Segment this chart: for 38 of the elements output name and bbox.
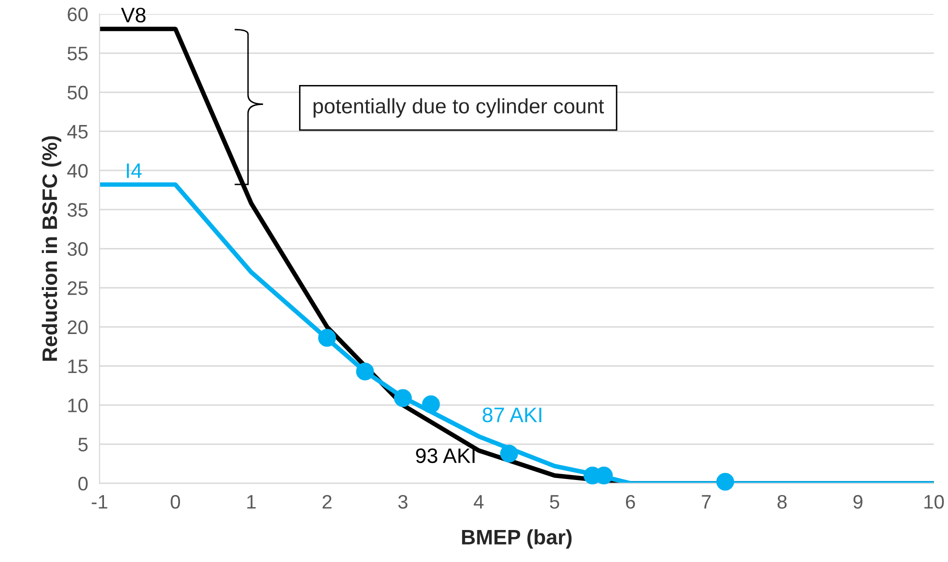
x-tick-label: 0: [170, 494, 180, 509]
x-tick-label: 10: [924, 494, 944, 509]
y-tick-label: 10: [68, 398, 88, 412]
point: [716, 472, 734, 491]
x-tick-label: 7: [702, 495, 711, 509]
x-tick-label: 8: [778, 494, 787, 509]
point: [356, 362, 374, 380]
x-axis-title: BMEP (bar): [462, 529, 572, 549]
point: [500, 444, 518, 463]
series-label: I4: [126, 164, 142, 178]
annotation: 87 AKI: [482, 408, 542, 422]
y-axis-title: Reduction in BSFC (%): [42, 136, 62, 361]
x-tick-label: 3: [398, 494, 408, 509]
y-tick-label: 55: [68, 46, 88, 60]
y-tick-label: 5: [78, 438, 88, 452]
point: [318, 328, 336, 347]
y-tick-label: 60: [68, 8, 88, 22]
y-tick-label: 45: [67, 125, 88, 139]
annotation: potentially due to cylinder count: [314, 98, 604, 118]
point: [394, 389, 412, 407]
annotation: 93 AKI: [416, 448, 475, 464]
y-tick-label: 15: [68, 360, 88, 374]
y-tick-label: 35: [68, 203, 88, 217]
series-label: V8: [121, 8, 146, 22]
x-tick-label: 2: [322, 494, 332, 509]
x-tick-label: 9: [853, 494, 862, 509]
x-tick-label: 1: [247, 495, 256, 509]
x-tick-label: 6: [626, 494, 635, 509]
x-tick-label: 4: [474, 495, 484, 509]
y-tick-label: 25: [68, 281, 88, 296]
y-tick-label: 50: [68, 86, 88, 100]
x-tick-label: -1: [92, 495, 108, 509]
y-tick-label: 0: [78, 476, 88, 491]
point: [422, 395, 440, 414]
y-tick-label: 20: [68, 320, 88, 334]
x-tick-label: 5: [550, 495, 560, 509]
y-tick-label: 40: [67, 164, 88, 178]
y-tick-label: 30: [68, 242, 88, 256]
